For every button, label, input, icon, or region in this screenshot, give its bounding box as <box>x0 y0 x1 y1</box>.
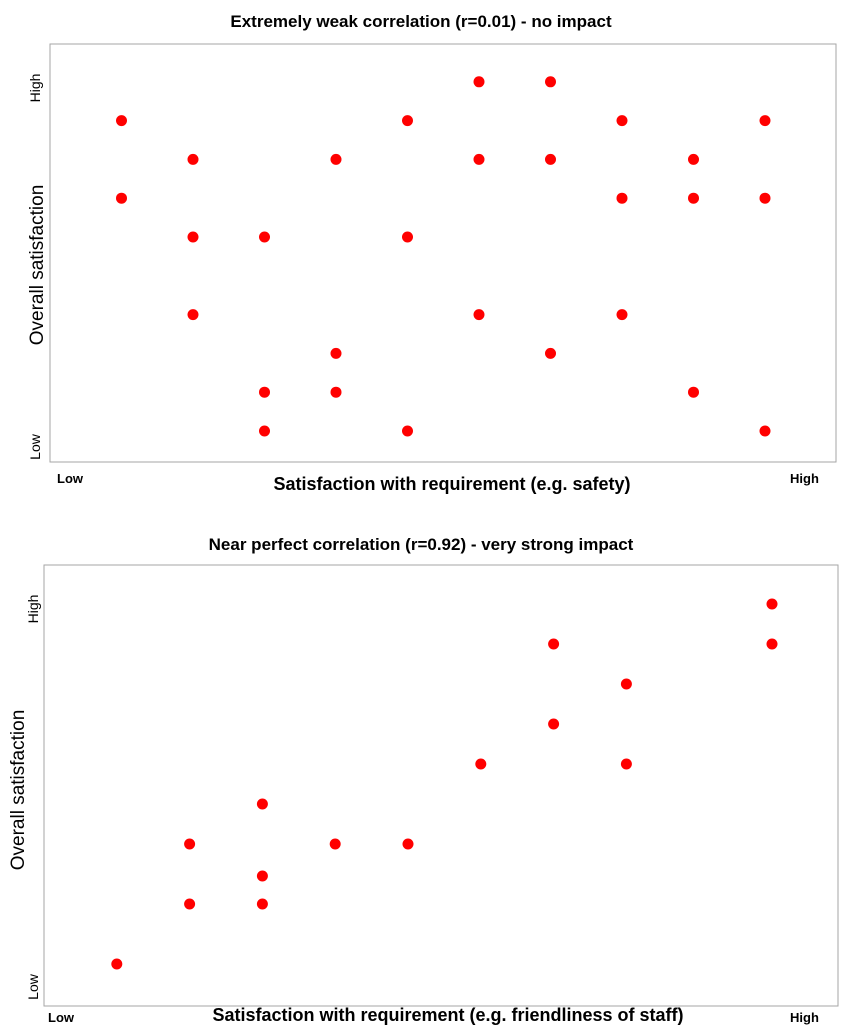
chart-2-point-3 <box>184 898 196 910</box>
chart-2-point-9 <box>475 758 487 770</box>
chart-1-point-6 <box>259 231 270 243</box>
chart-1-x-axis-label: Satisfaction with requirement (e.g. safe… <box>273 474 630 494</box>
chart-2-point-14 <box>766 598 778 610</box>
chart-1-x-high-label: High <box>790 471 819 486</box>
chart-1-point-26 <box>688 386 699 398</box>
chart-2-x-low-label: Low <box>48 1010 75 1025</box>
chart-2-point-2 <box>184 838 196 850</box>
chart-1-plot-area <box>49 43 837 463</box>
chart-1-x-low-label: Low <box>57 471 84 486</box>
chart-1-point-20 <box>545 347 556 359</box>
chart-2-point-4 <box>256 798 268 810</box>
chart-1-points <box>116 76 771 437</box>
chart-2-y-high-label: High <box>25 595 41 624</box>
chart-1-point-28 <box>759 192 771 204</box>
chart-1-point-14 <box>402 425 413 437</box>
chart-1-point-5 <box>187 309 199 321</box>
chart-1: Extremely weak correlation (r=0.01) - no… <box>27 12 837 494</box>
chart-2-point-11 <box>548 718 560 730</box>
chart-2-point-10 <box>548 638 560 650</box>
chart-1-y-axis-label: Overall satisfaction <box>27 185 48 346</box>
chart-2-points <box>111 598 778 970</box>
chart-2-y-low-label: Low <box>25 973 41 1000</box>
chart-2-title: Near perfect correlation (r=0.92) - very… <box>209 535 634 554</box>
chart-1-point-25 <box>688 192 699 204</box>
chart-2-point-6 <box>256 898 268 910</box>
chart-1-y-high-label: High <box>27 74 43 103</box>
chart-1-point-11 <box>330 386 342 398</box>
chart-1-point-18 <box>545 76 556 88</box>
chart-1-point-27 <box>759 115 771 127</box>
chart-1-point-1 <box>116 115 127 127</box>
chart-1-point-22 <box>616 192 628 204</box>
chart-1-point-21 <box>616 115 628 127</box>
chart-1-point-8 <box>259 425 270 437</box>
chart-2-plot-area <box>43 564 839 1007</box>
chart-2-point-5 <box>256 870 268 882</box>
chart-1-point-4 <box>187 231 199 243</box>
chart-2-y-axis-label: Overall satisfaction <box>8 710 29 871</box>
chart-1-point-2 <box>116 192 127 204</box>
chart-2-point-15 <box>766 638 778 650</box>
chart-1-title: Extremely weak correlation (r=0.01) - no… <box>230 12 612 31</box>
chart-1-point-12 <box>402 115 413 127</box>
chart-1-point-17 <box>473 309 485 321</box>
chart-1-point-9 <box>330 153 342 165</box>
chart-1-point-19 <box>545 153 556 165</box>
chart-1-point-16 <box>473 153 485 165</box>
chart-1-y-low-label: Low <box>27 433 43 460</box>
chart-2-x-axis-label: Satisfaction with requirement (e.g. frie… <box>212 1005 683 1025</box>
chart-1-point-29 <box>759 425 771 437</box>
chart-1-point-13 <box>402 231 413 243</box>
chart-1-point-15 <box>473 76 485 88</box>
chart-1-point-10 <box>330 347 342 359</box>
chart-2: Near perfect correlation (r=0.92) - very… <box>8 535 839 1025</box>
chart-1-point-24 <box>688 153 699 165</box>
chart-2-point-7 <box>329 838 341 850</box>
chart-2-x-high-label: High <box>790 1010 819 1025</box>
chart-2-point-8 <box>402 838 414 850</box>
chart-1-point-23 <box>616 309 628 321</box>
chart-2-point-13 <box>620 758 632 770</box>
chart-2-point-12 <box>620 678 632 690</box>
chart-1-point-7 <box>259 386 270 398</box>
chart-2-point-1 <box>111 958 123 970</box>
chart-1-point-3 <box>187 153 199 165</box>
